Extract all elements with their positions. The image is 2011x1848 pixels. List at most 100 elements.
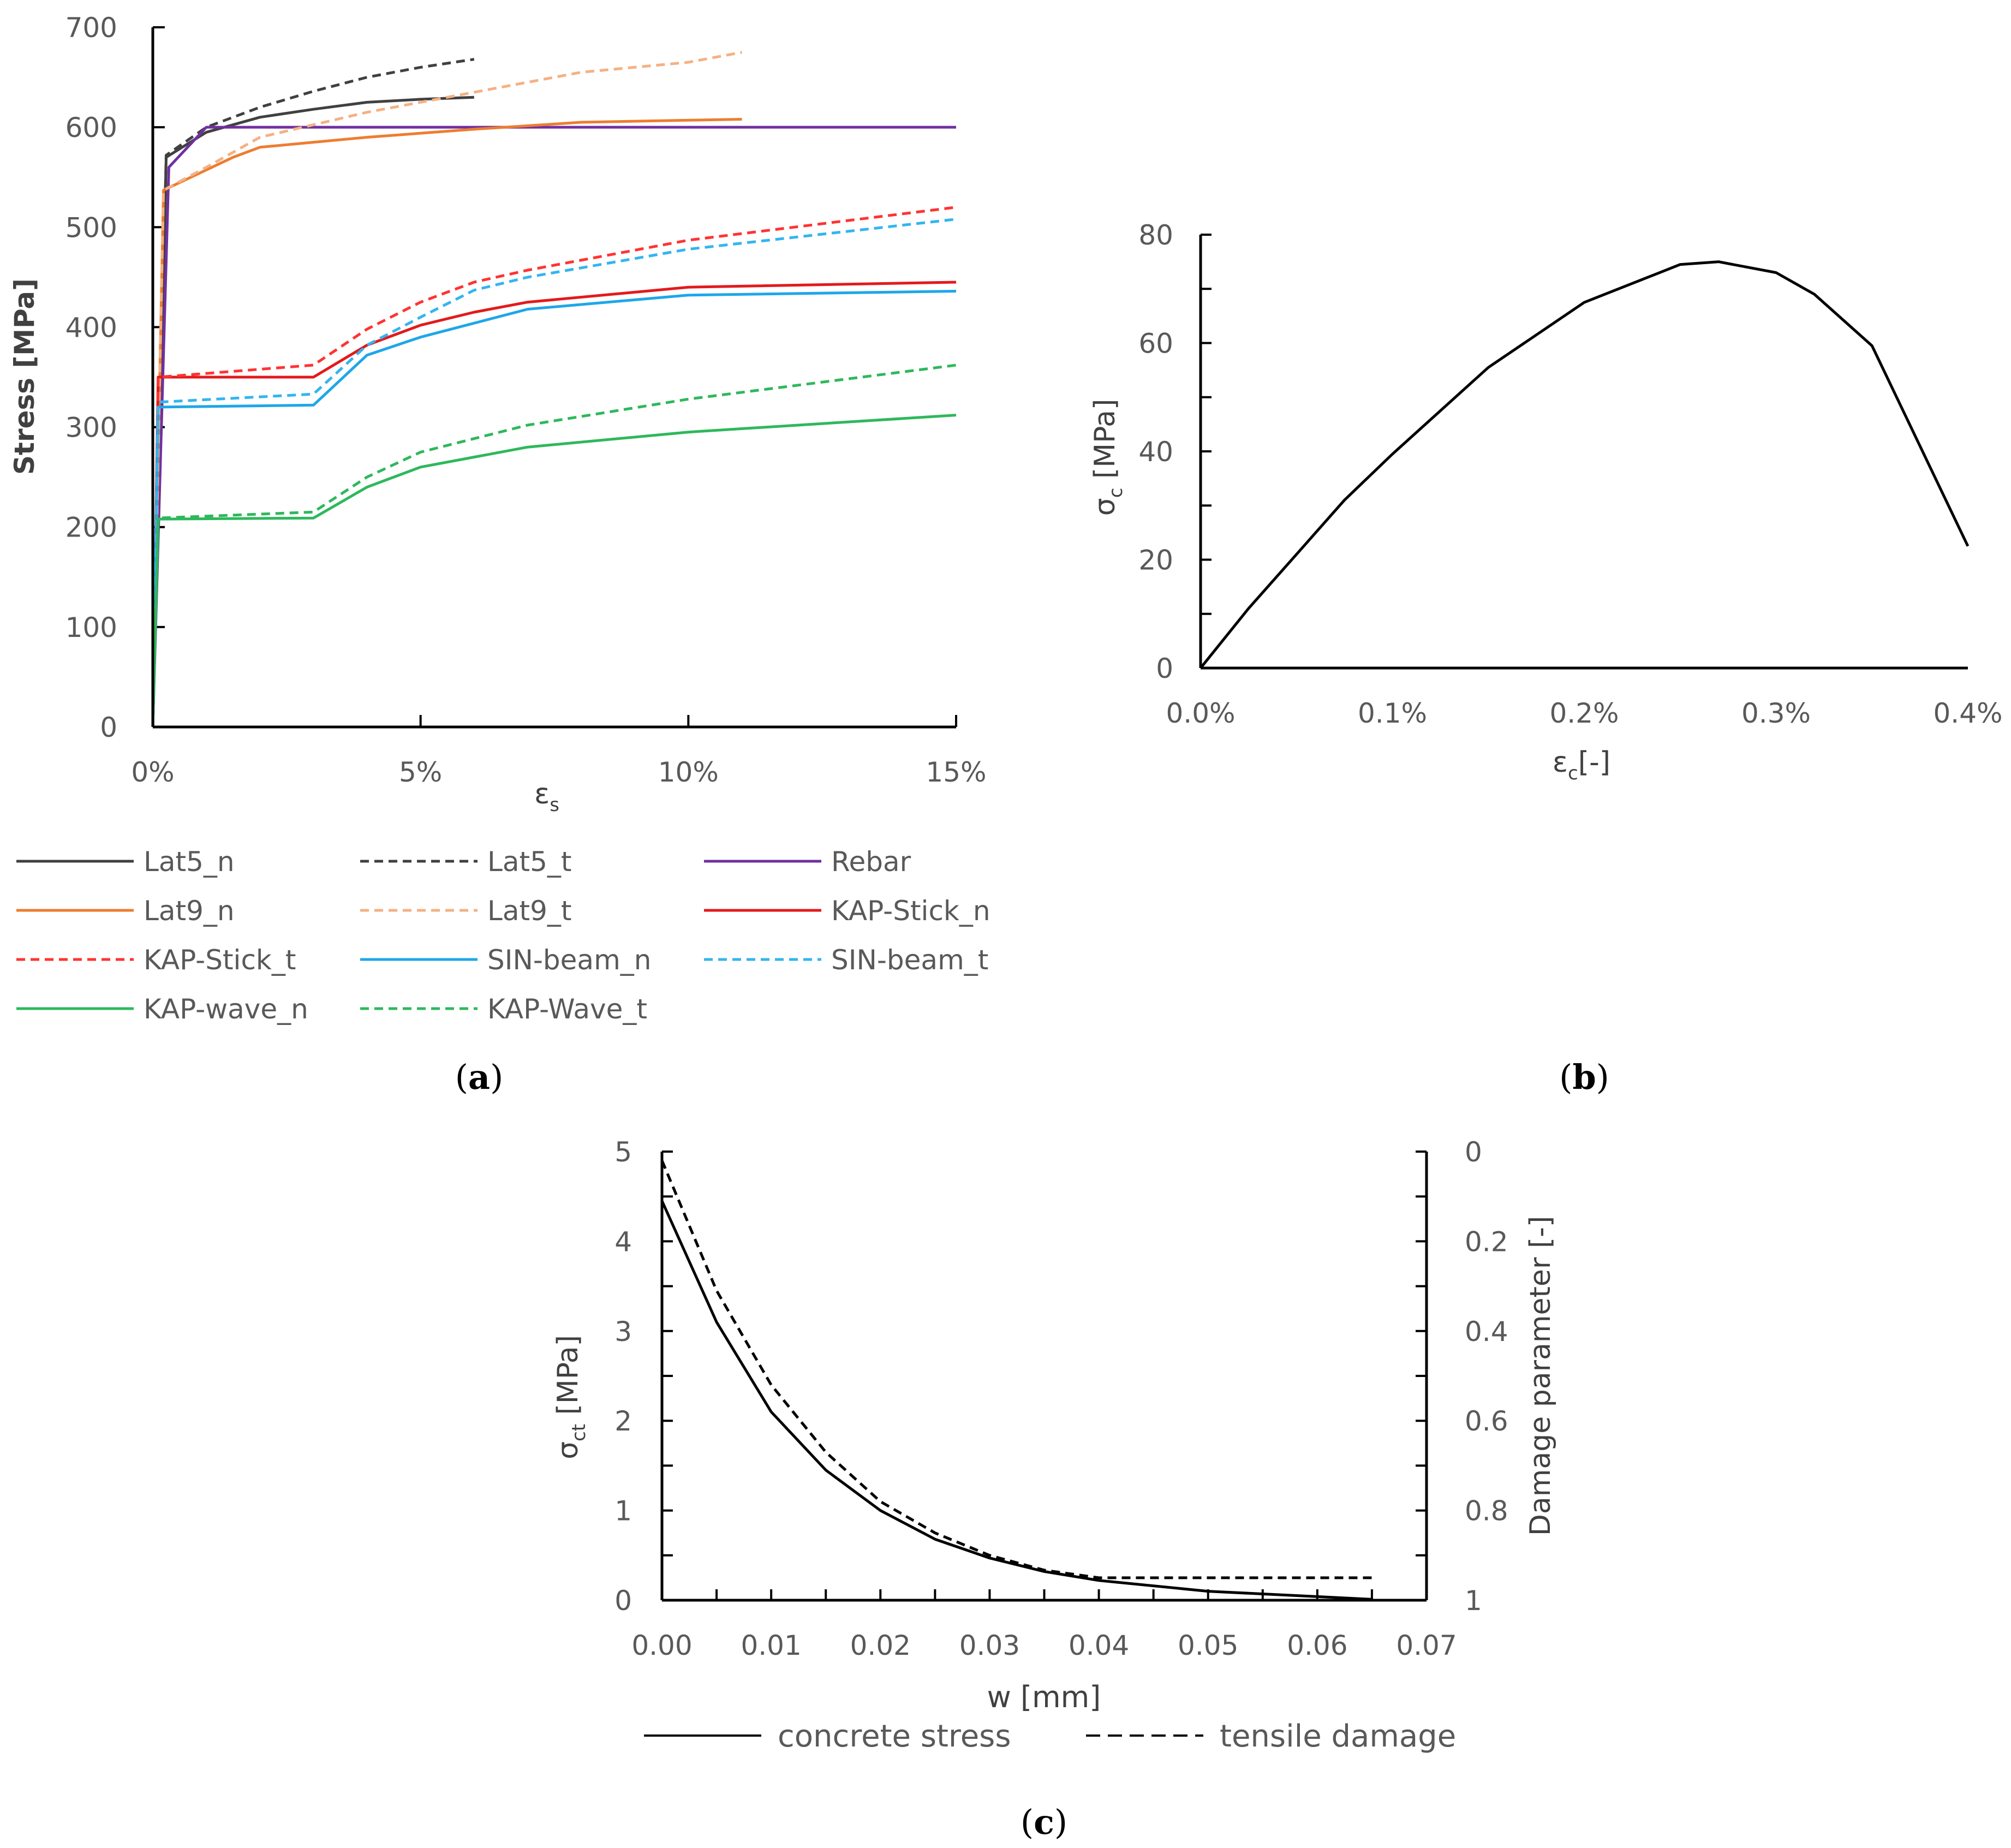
chart-a-legend-item: KAP-wave_n <box>16 993 308 1025</box>
chart-a-legend-item: Lat5_n <box>16 846 235 878</box>
chart-a-xtick-label: 15% <box>926 756 986 788</box>
chart-a-series-sin-beam-t <box>151 218 957 728</box>
chart-c-y2tick-label: 0 <box>1465 1136 1482 1168</box>
chart-a-legend-item: KAP-Wave_t <box>360 993 647 1025</box>
chart-a-ytick-label: 0 <box>100 712 117 743</box>
chart-c-y2-axis-title: Damage parameter [-] <box>1524 1216 1557 1536</box>
chart-a-legend-item: KAP-Stick_n <box>704 895 990 927</box>
panel-b-label: (b) <box>1559 1057 1609 1097</box>
chart-c-ytick-label: 4 <box>614 1226 632 1257</box>
chart-c-ytick-label: 0 <box>614 1585 632 1617</box>
chart-a-ytick-label: 500 <box>65 212 117 243</box>
chart-a-xtick-label: 10% <box>658 756 719 788</box>
chart-a-series-lat9-n <box>151 118 742 728</box>
chart-c-ytick-label: 3 <box>614 1316 632 1348</box>
chart-c-ytick-label: 1 <box>614 1495 632 1527</box>
chart-c-xtick-label: 0.07 <box>1396 1630 1457 1661</box>
chart-a-ytick-label: 700 <box>65 12 117 44</box>
chart-a-legend-item: SIN-beam_n <box>360 944 651 976</box>
chart-c-ytick-label: 5 <box>614 1136 632 1168</box>
chart-c-y-axis-title: σct [MPa] <box>552 1335 590 1459</box>
chart-c-xtick-label: 0.00 <box>631 1630 692 1661</box>
chart-c-ytick-label: 2 <box>614 1405 632 1437</box>
chart-c-legend-label: concrete stress <box>778 1719 1011 1754</box>
chart-a-legend-item: KAP-Stick_t <box>16 944 296 976</box>
chart-a-legend-label: KAP-Stick_n <box>831 895 990 927</box>
chart-a-series-sin-beam-n <box>151 290 957 728</box>
chart-a-series-kap-wave-n <box>151 414 957 728</box>
chart-a-series-lat9-t <box>151 51 742 728</box>
chart-b-xtick-label: 0.0% <box>1166 698 1235 729</box>
chart-c-y2tick-label: 1 <box>1465 1585 1482 1617</box>
chart-c-legend-label: tensile damage <box>1220 1719 1456 1754</box>
chart-a-ytick-label: 600 <box>65 112 117 144</box>
chart-a-ytick-label: 100 <box>65 612 117 643</box>
chart-a-ytick-labels: 0 100 200 300 400 500 600 700 <box>65 12 117 743</box>
chart-b-x-axis-title: εc[-] <box>1553 746 1610 784</box>
chart-a-legend-label: Lat9_t <box>487 895 572 927</box>
chart-a-legend-label: Lat9_n <box>144 895 235 927</box>
chart-a-xtick-labels: 0% 5% 10% 15% <box>131 756 986 788</box>
chart-a-legend: Lat5_n Lat5_t Rebar Lat9_n Lat9_t KAP-Stick_n… <box>16 846 990 1025</box>
chart-c-legend-item: tensile damage <box>1086 1719 1456 1754</box>
chart-b-ytick-label: 60 <box>1138 328 1173 360</box>
chart-a-legend-item: Lat5_t <box>360 846 572 878</box>
chart-c-xtick-label: 0.06 <box>1287 1630 1347 1661</box>
chart-c-xtick-label: 0.05 <box>1178 1630 1238 1661</box>
chart-b-series <box>1200 260 1970 669</box>
chart-b-ytick-label: 0 <box>1156 653 1173 684</box>
chart-b-xtick-labels: 0.0% 0.1% 0.2% 0.3% 0.4% <box>1166 698 2002 729</box>
chart-a-legend-item: Lat9_n <box>16 895 235 927</box>
chart-c-y2tick-labels: 0 0.2 0.4 0.6 0.8 1 <box>1465 1136 1508 1617</box>
chart-a-legend-item: Lat9_t <box>360 895 572 927</box>
chart-b-ytick-label: 20 <box>1138 545 1173 576</box>
chart-b-ytick-labels: 0 20 40 60 80 <box>1138 219 1173 684</box>
chart-a-xtick-label: 5% <box>399 756 442 788</box>
chart-c-y2tick-label: 0.2 <box>1465 1226 1508 1257</box>
chart-b-xtick-label: 0.4% <box>1933 698 2002 729</box>
chart-c-y2tick-label: 0.4 <box>1465 1316 1508 1348</box>
chart-a-series-lat5-n <box>151 96 474 728</box>
panel-a-label: (a) <box>455 1057 504 1097</box>
chart-c-legend: concrete stress tensile damage <box>644 1719 1456 1754</box>
chart-a-ytick-label: 200 <box>65 512 117 544</box>
chart-a-legend-label: Lat5_t <box>487 846 572 878</box>
chart-a-legend-label: Lat5_n <box>144 846 235 878</box>
chart-b-xtick-label: 0.3% <box>1741 698 1811 729</box>
chart-a-x-axis-title: εs <box>534 778 559 816</box>
chart-a-series-kap-stick-n <box>151 281 957 728</box>
chart-a-legend-label: Rebar <box>831 846 911 878</box>
chart-a-legend-label: SIN-beam_n <box>487 944 651 976</box>
chart-b-y-axis-title: σc [MPa] <box>1089 399 1127 516</box>
chart-c-x-axis-title: w [mm] <box>987 1680 1101 1714</box>
chart-b-ytick-label: 80 <box>1138 219 1173 251</box>
chart-c-xtick-label: 0.02 <box>850 1630 911 1661</box>
chart-c-series-tensile-damage <box>660 1160 1372 1579</box>
chart-c-series-concrete-stress <box>660 1200 1373 1601</box>
chart-a-legend-item: Rebar <box>704 846 911 878</box>
chart-c-xtick-label: 0.01 <box>741 1630 801 1661</box>
chart-b-xtick-label: 0.1% <box>1358 698 1427 729</box>
chart-a: 0 100 200 300 400 500 600 700 0% 5% 10% 15% Stress… <box>9 12 990 1097</box>
chart-c-legend-item: concrete stress <box>644 1719 1011 1754</box>
chart-a-legend-label: KAP-wave_n <box>144 993 308 1025</box>
chart-a-series <box>151 51 957 728</box>
chart-a-y-axis-title: Stress [MPa] <box>9 278 40 475</box>
chart-a-series-kap-stick-t <box>151 206 957 728</box>
chart-a-legend-item: SIN-beam_t <box>704 944 988 976</box>
chart-c-y2tick-label: 0.8 <box>1465 1495 1508 1527</box>
chart-a-xtick-label: 0% <box>131 756 174 788</box>
chart-a-legend-label: SIN-beam_t <box>831 944 988 976</box>
chart-c-series <box>660 1160 1373 1601</box>
chart-c-ytick-labels: 0 1 2 3 4 5 <box>614 1136 632 1617</box>
panel-c-label: (c) <box>1021 1802 1067 1842</box>
chart-b-series-concrete-compression <box>1200 260 1970 669</box>
chart-b-xtick-label: 0.2% <box>1549 698 1619 729</box>
chart-a-series-kap-wave-t <box>151 363 957 728</box>
chart-c-xtick-label: 0.03 <box>959 1630 1020 1661</box>
chart-a-series-rebar <box>151 126 956 728</box>
chart-b-ytick-label: 40 <box>1138 436 1173 468</box>
